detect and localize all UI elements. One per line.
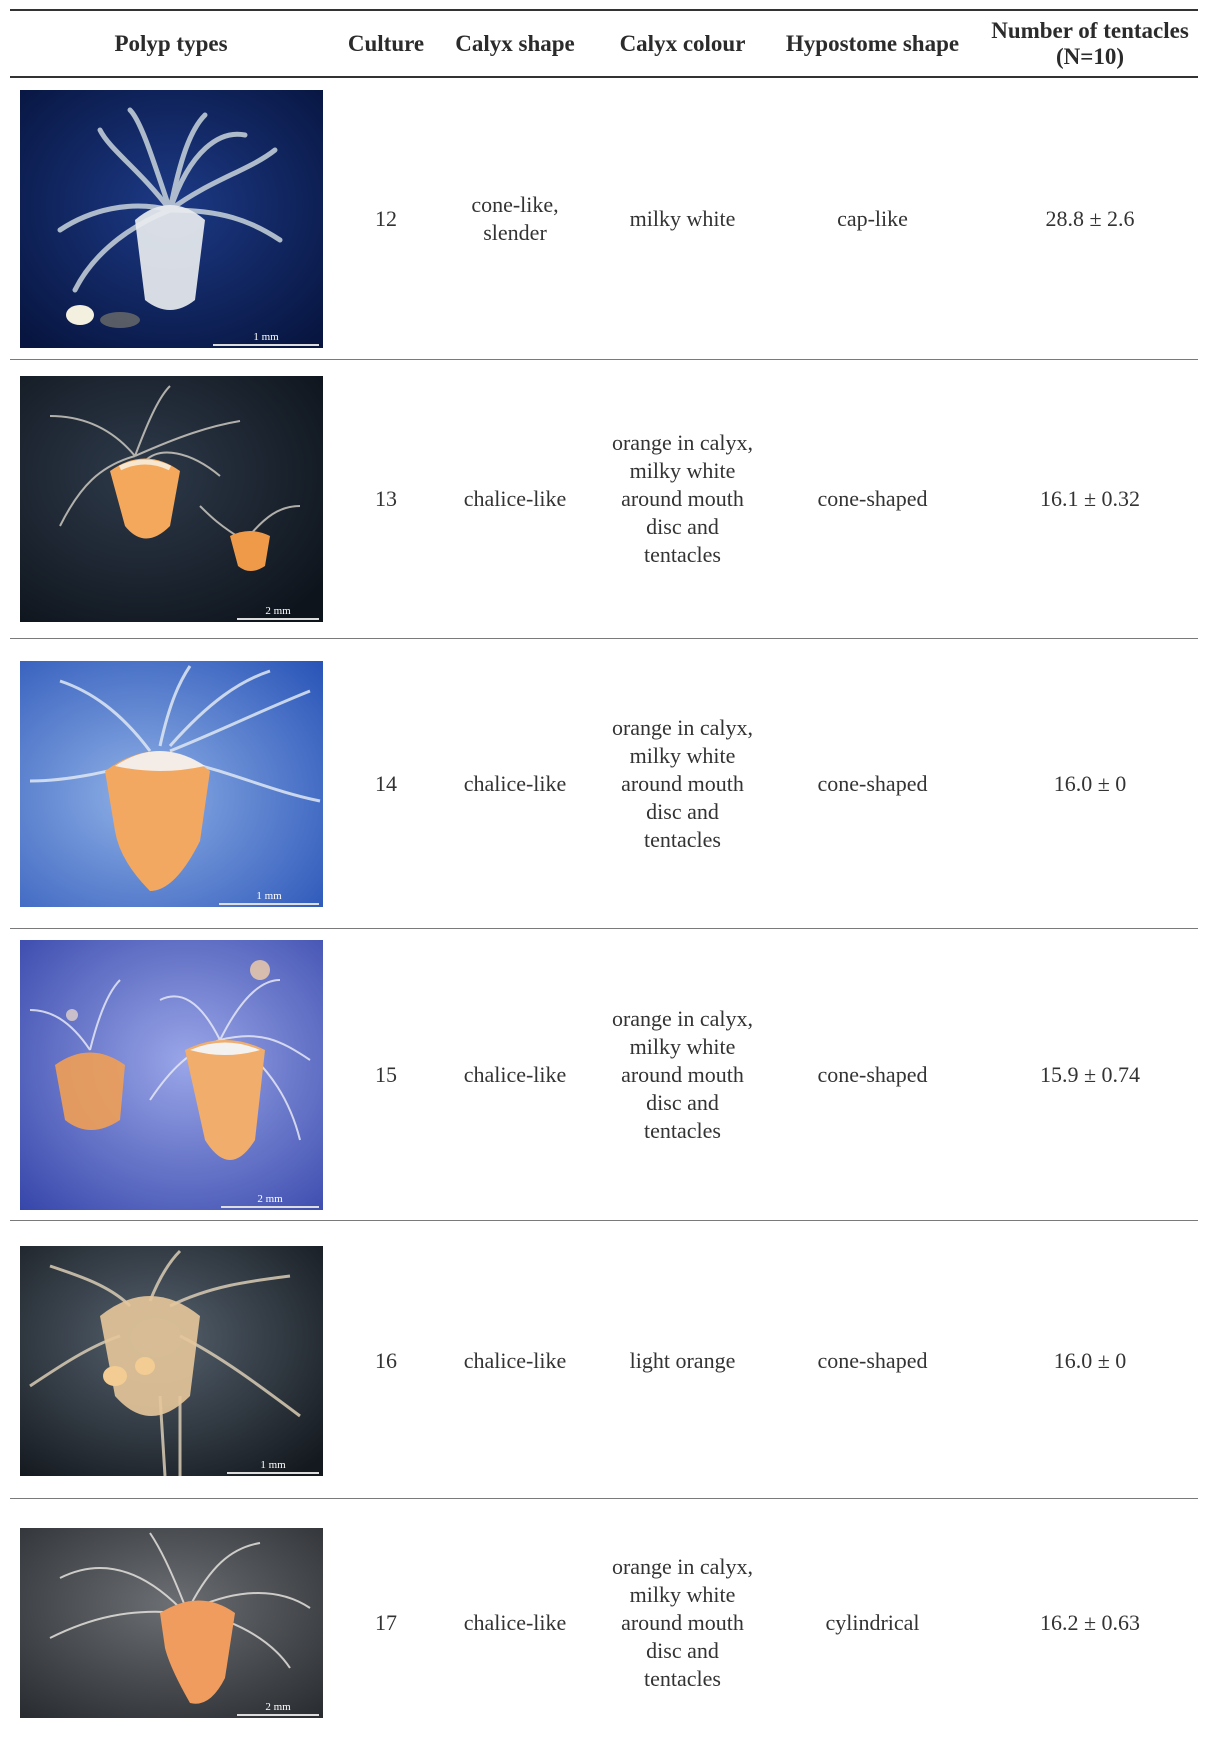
hypostome-shape-cell: cap-like — [837, 206, 908, 231]
row-divider — [10, 928, 1198, 929]
polyp-photo-13: 2 mm — [20, 376, 323, 622]
calyx-colour-cell: orange in calyx, milky white around mout… — [611, 1554, 754, 1691]
scale-bar: 1 mm — [213, 332, 319, 346]
polyp-photo-17: 2 mm — [20, 1528, 323, 1718]
culture-cell: 16 — [375, 1348, 397, 1373]
scale-bar: 2 mm — [237, 606, 319, 620]
culture-cell: 13 — [375, 486, 397, 511]
tentacles-cell: 16.1 ± 0.32 — [1039, 486, 1141, 511]
polyp-photo-14: 1 mm — [20, 661, 323, 907]
polyp-photo-15: 2 mm — [20, 940, 323, 1210]
header-tentacles-line2: (N=10) — [1055, 44, 1125, 69]
polyp-photo-12: 1 mm — [20, 90, 323, 348]
hypostome-shape-cell: cone-shaped — [817, 1348, 928, 1373]
scale-bar: 2 mm — [237, 1702, 319, 1716]
scale-bar: 1 mm — [227, 1460, 319, 1474]
tentacles-cell: 28.8 ± 2.6 — [1045, 206, 1135, 231]
tentacles-cell: 15.9 ± 0.74 — [1039, 1062, 1141, 1087]
hypostome-shape-cell: cone-shaped — [817, 1062, 928, 1087]
header-culture: Culture — [347, 31, 425, 56]
tentacles-cell: 16.2 ± 0.63 — [1039, 1610, 1141, 1635]
culture-cell: 17 — [375, 1610, 397, 1635]
calyx-colour-cell: light orange — [629, 1348, 736, 1373]
header-hypostome-shape: Hypostome shape — [785, 31, 960, 56]
calyx-colour-cell: orange in calyx, milky white around mout… — [611, 430, 754, 567]
hypostome-shape-cell: cone-shaped — [817, 771, 928, 796]
tentacles-cell: 16.0 ± 0 — [1053, 1348, 1127, 1373]
culture-cell: 14 — [375, 771, 397, 796]
header-number-of-tentacles: Number of tentacles (N=10) — [980, 12, 1200, 76]
scale-bar: 1 mm — [219, 891, 319, 905]
culture-cell: 12 — [375, 206, 397, 231]
calyx-shape-cell: chalice-like — [463, 1062, 567, 1087]
row-divider — [10, 638, 1198, 639]
calyx-shape-cell: chalice-like — [463, 1348, 567, 1373]
scale-bar: 2 mm — [221, 1194, 319, 1208]
calyx-shape-cell: chalice-like — [463, 486, 567, 511]
header-polyp-types: Polyp types — [114, 31, 228, 56]
header-tentacles-line1: Number of tentacles — [991, 18, 1189, 43]
calyx-shape-cell: chalice-like — [463, 1610, 567, 1635]
calyx-shape-cell: cone-like, slender — [471, 192, 559, 245]
row-divider — [10, 1220, 1198, 1221]
hypostome-shape-cell: cone-shaped — [817, 486, 928, 511]
row-divider — [10, 1498, 1198, 1499]
polyp-photo-16: 1 mm — [20, 1246, 323, 1476]
header-calyx-colour: Calyx colour — [619, 31, 746, 56]
culture-cell: 15 — [375, 1062, 397, 1087]
calyx-colour-cell: orange in calyx, milky white around mout… — [611, 1006, 754, 1143]
calyx-colour-cell: milky white — [629, 206, 736, 231]
header-rule — [10, 76, 1198, 78]
calyx-colour-cell: orange in calyx, milky white around mout… — [611, 715, 754, 852]
header-calyx-shape: Calyx shape — [455, 31, 575, 56]
calyx-shape-cell: chalice-like — [463, 771, 567, 796]
row-divider — [10, 359, 1198, 360]
tentacles-cell: 16.0 ± 0 — [1053, 771, 1127, 796]
top-rule — [10, 9, 1198, 11]
hypostome-shape-cell: cylindrical — [825, 1610, 920, 1635]
